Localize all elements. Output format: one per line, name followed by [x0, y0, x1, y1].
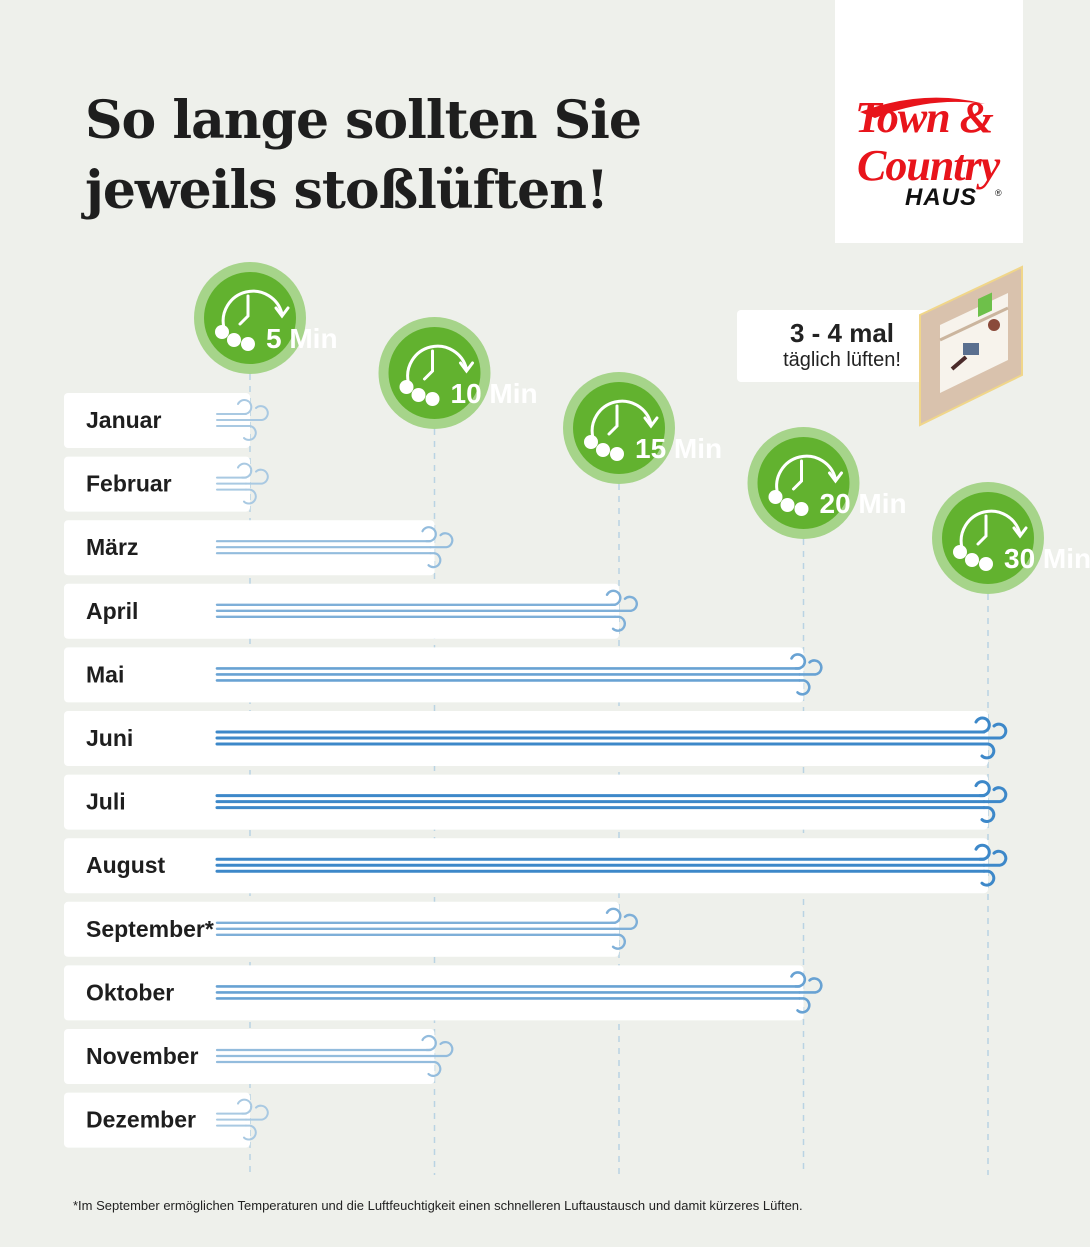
month-row: Februar: [64, 456, 269, 512]
duration-badge: 30 Min: [932, 482, 1090, 594]
badge-label: 15 Min: [635, 433, 722, 464]
month-row: Juli: [64, 774, 1008, 830]
month-row: April: [64, 583, 638, 639]
badge-inner-circle: [388, 327, 481, 419]
month-bar: [64, 1092, 250, 1148]
month-label: Januar: [86, 407, 161, 433]
wind-icon: [216, 462, 269, 505]
clock-icon: [584, 399, 659, 461]
month-row: August: [64, 838, 1008, 894]
wind-icon: [215, 971, 823, 1014]
month-row: September*: [64, 901, 638, 957]
month-row: Mai: [64, 647, 823, 703]
duration-badge: 15 Min: [563, 372, 722, 484]
town-country-logo: Town & Country HAUS ®: [835, 0, 1023, 243]
month-row: Dezember: [64, 1092, 269, 1148]
month-label: Dezember: [86, 1107, 196, 1133]
wind-icon: [215, 907, 638, 950]
airing-duration-chart: Januar Februar März April Mai Juni Juli August S…: [64, 262, 1090, 1175]
month-row: Oktober: [64, 965, 823, 1021]
month-row: März: [64, 520, 454, 576]
month-label: November: [86, 1043, 199, 1069]
month-row: November: [64, 1029, 454, 1084]
badge-inner-circle: [757, 437, 850, 529]
wind-icon: [215, 526, 454, 569]
month-label: August: [86, 852, 166, 878]
month-bar: [64, 456, 250, 512]
wind-icon: [215, 1034, 454, 1077]
clock-icon: [399, 344, 474, 406]
window-illustration: [919, 265, 1023, 427]
badge-label: 20 Min: [820, 488, 907, 519]
duration-badge: 20 Min: [747, 427, 907, 539]
month-label: Juni: [86, 725, 133, 751]
month-label: Juli: [86, 789, 126, 815]
month-label: Mai: [86, 661, 124, 687]
footnote: *Im September ermöglichen Temperaturen u…: [73, 1198, 803, 1213]
wind-icon: [215, 716, 1008, 760]
badge-label: 30 Min: [1004, 543, 1090, 574]
wind-icon: [215, 653, 823, 696]
title-line-2: jeweils stoßlüften!: [85, 160, 609, 221]
badge-inner-circle: [942, 492, 1034, 584]
logo-line-1: Town &: [855, 93, 994, 142]
duration-badge: 10 Min: [378, 317, 538, 429]
month-label: Februar: [86, 471, 172, 497]
tip-count: 3 - 4 mal: [789, 318, 895, 348]
month-row: Juni: [64, 711, 1008, 766]
page-title: So lange sollten Sie jeweils stoßlüften!: [85, 86, 642, 226]
wind-icon: [215, 780, 1008, 823]
clock-icon: [953, 509, 1028, 571]
wind-icon: [215, 843, 1008, 887]
duration-badge: 5 Min: [194, 262, 338, 374]
wind-icon: [216, 1098, 269, 1141]
badge-inner-circle: [573, 382, 665, 474]
badge-label: 5 Min: [266, 323, 338, 354]
tip-text: täglich lüften!: [783, 349, 901, 371]
title-line-1: So lange sollten Sie: [85, 90, 642, 151]
month-label: Oktober: [86, 979, 174, 1005]
month-label: März: [86, 534, 138, 560]
logo-line-2: Country: [857, 141, 1000, 190]
month-bar: [64, 393, 250, 448]
month-row: Januar: [64, 393, 269, 448]
badge-label: 10 Min: [451, 378, 538, 409]
badge-inner-circle: [204, 272, 296, 364]
logo-line-3: HAUS: [905, 184, 978, 211]
wind-icon: [215, 589, 638, 632]
month-label: April: [86, 598, 138, 624]
clock-icon: [215, 289, 290, 351]
airing-frequency-tip: 3 - 4 mal täglich lüften!: [737, 310, 947, 382]
month-label: September*: [86, 916, 214, 942]
logo-registered: ®: [995, 188, 1002, 198]
clock-icon: [768, 454, 843, 516]
logo-swoosh-icon: [860, 97, 985, 118]
wind-icon: [216, 399, 269, 441]
